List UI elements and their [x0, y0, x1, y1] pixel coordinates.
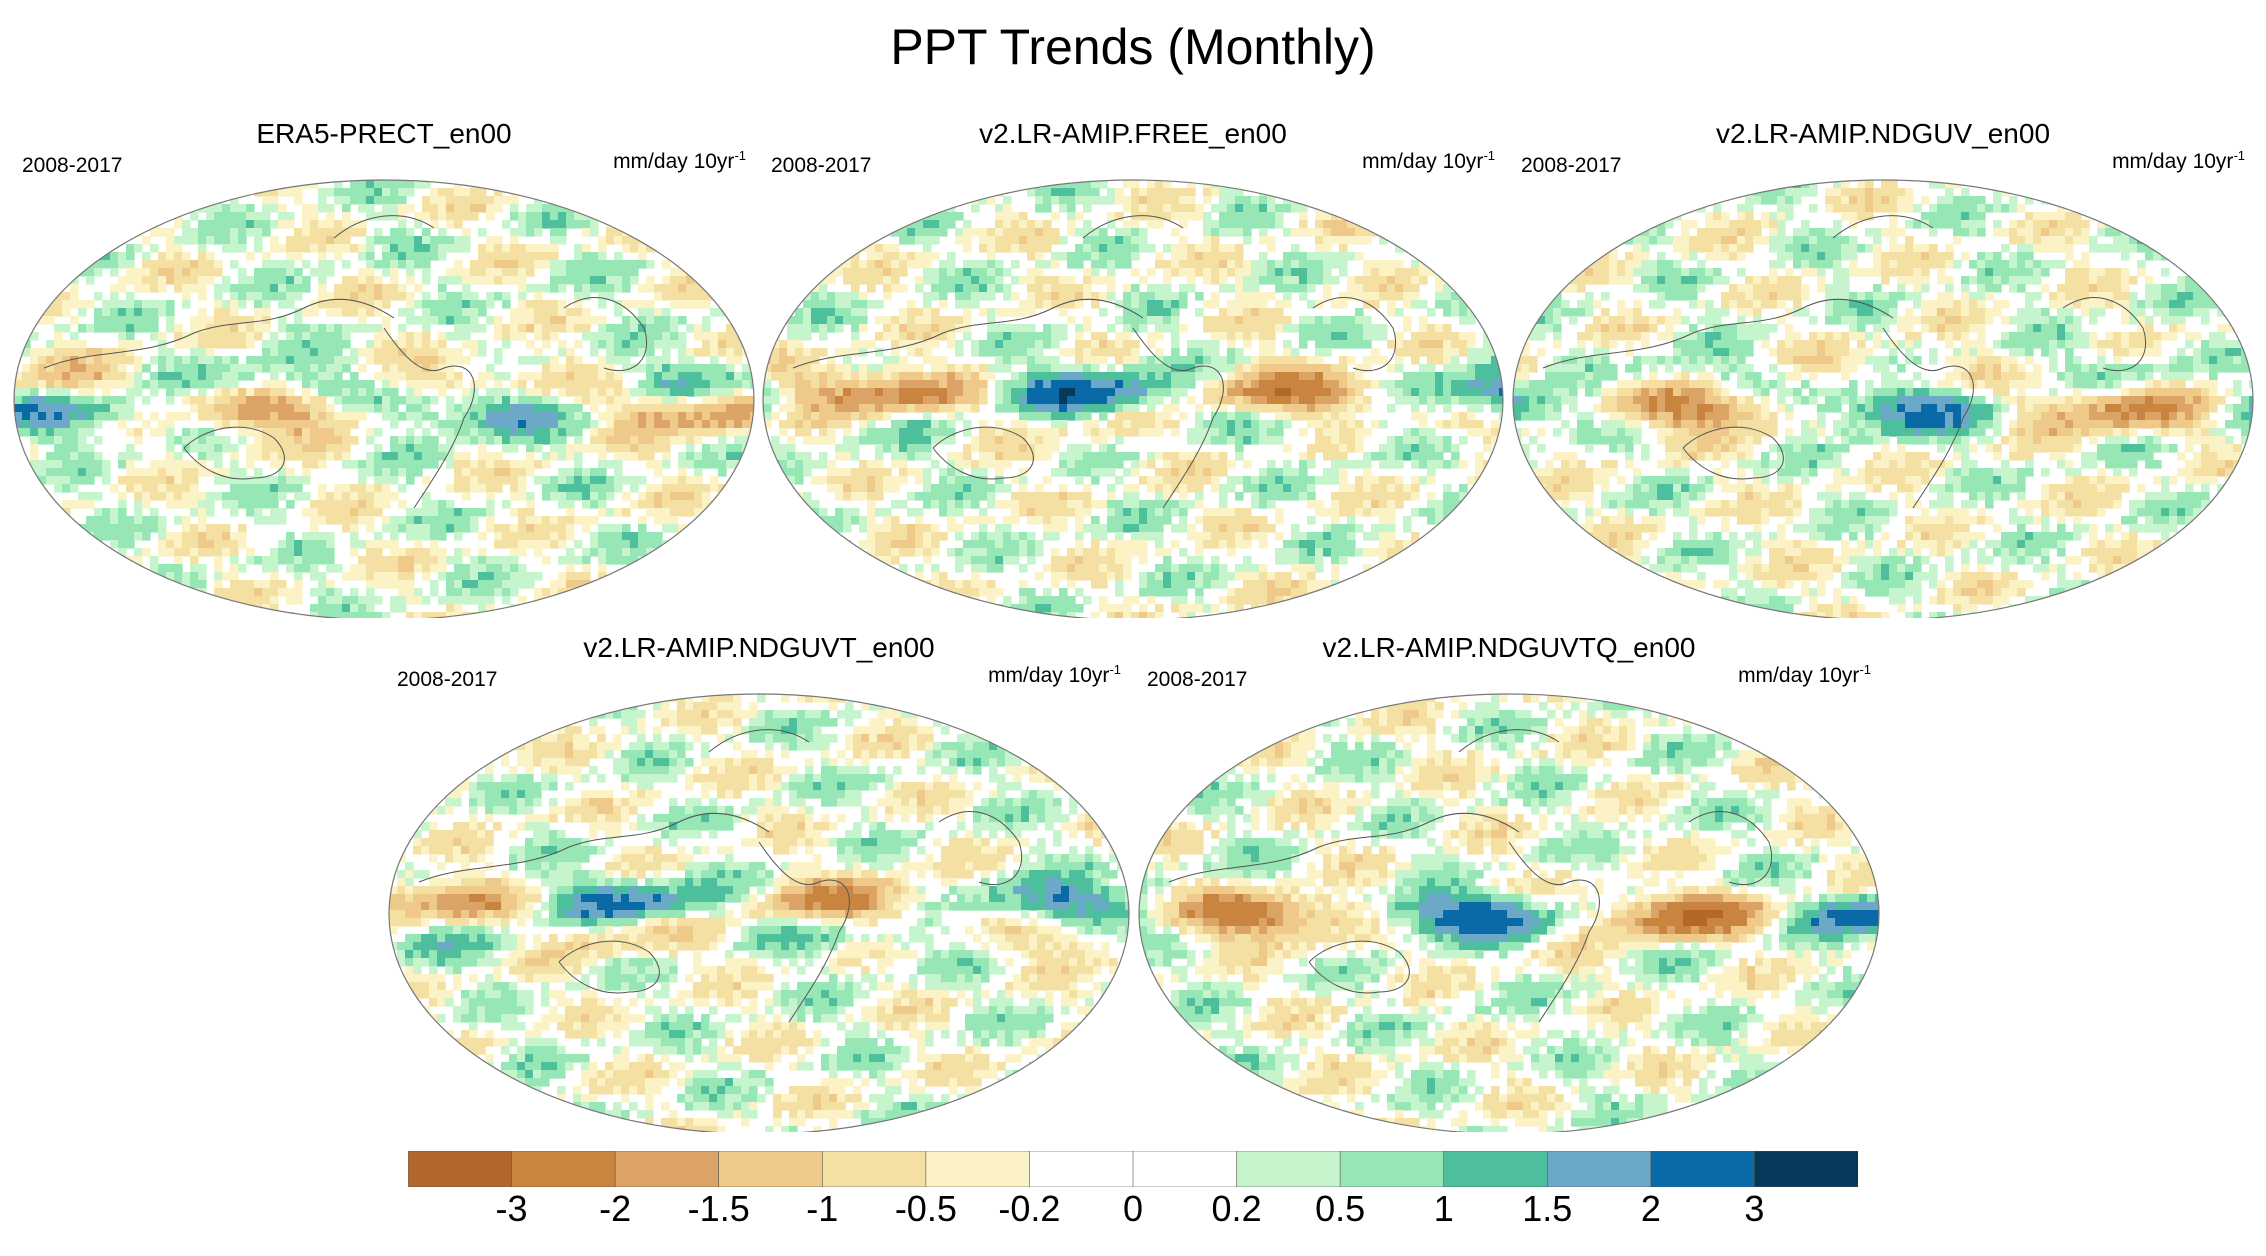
map-panel: v2.LR-AMIP.NDGUV_en00 2008-2017 mm/day 1… [1503, 118, 2263, 618]
colorbar-box [821, 1151, 927, 1187]
coastline [1688, 811, 1773, 886]
coastline [708, 729, 810, 753]
colorbar-box [1546, 1151, 1652, 1187]
coastline [1168, 812, 1520, 883]
colorbar-box [1443, 1151, 1549, 1187]
colorbar-box [1339, 1151, 1445, 1187]
colorbar-box [925, 1151, 1031, 1187]
panel-title: v2.LR-AMIP.NDGUVTQ_en00 [1322, 632, 1696, 663]
panel-title: ERA5-PRECT_en00 [256, 118, 512, 149]
panel-units: mm/day 10yr-1 [988, 662, 1121, 687]
coastline [932, 426, 1034, 480]
panel-title: v2.LR-AMIP.NDGUVT_en00 [583, 632, 935, 663]
colorbar-tick-label: -0.5 [894, 1188, 957, 1229]
coastline [1508, 841, 1600, 1023]
colorbar-tick-label: 0.2 [1211, 1188, 1262, 1229]
map-panel: v2.LR-AMIP.NDGUVTQ_en00 2008-2017 mm/day… [1129, 632, 1889, 1132]
coastline [1882, 327, 1974, 509]
colorbar-tick-label: -0.2 [998, 1188, 1061, 1229]
colorbar-tick-label: 1.5 [1522, 1188, 1573, 1229]
colorbar-tick-label: -1 [806, 1188, 839, 1229]
map-panel: ERA5-PRECT_en00 2008-2017 mm/day 10yr-1 [4, 118, 764, 618]
map-field [762, 179, 1504, 618]
panel-period: 2008-2017 [397, 668, 498, 691]
colorbar-box [1132, 1151, 1238, 1187]
colorbar-tick-label: 3 [1744, 1188, 1765, 1229]
coastline [333, 215, 435, 239]
map-panel: v2.LR-AMIP.FREE_en00 2008-2017 mm/day 10… [753, 118, 1513, 618]
panel-units: mm/day 10yr-1 [613, 148, 746, 173]
colorbar-tick-label: -2 [599, 1188, 632, 1229]
colorbar-box [1754, 1151, 1858, 1187]
coastline [383, 327, 475, 509]
map-outline [762, 179, 1504, 618]
map-field [13, 179, 755, 618]
map-outline [1138, 693, 1880, 1132]
coastline [43, 298, 395, 369]
map-outline [1512, 179, 2254, 618]
colorbar-box [1650, 1151, 1756, 1187]
coastline [183, 426, 285, 480]
panel-units: mm/day 10yr-1 [1738, 662, 1871, 687]
coastline [558, 940, 660, 994]
colorbar [408, 1151, 1858, 1187]
coastline [1312, 297, 1397, 372]
panel-period: 2008-2017 [22, 154, 123, 177]
coastline [792, 298, 1144, 369]
coastline [1082, 215, 1184, 239]
panel-title: v2.LR-AMIP.FREE_en00 [979, 118, 1287, 149]
colorbar-tick-label: 0 [1122, 1188, 1144, 1229]
colorbar-box [718, 1151, 824, 1187]
map-field [1138, 693, 1880, 1132]
colorbar-tick-label: -1.5 [687, 1188, 750, 1229]
map-outline [388, 693, 1130, 1132]
colorbar-box [511, 1151, 616, 1187]
coastline [1542, 298, 1894, 369]
panel-period: 2008-2017 [1147, 668, 1248, 691]
colorbar-box [614, 1151, 720, 1187]
panel-units: mm/day 10yr-1 [2112, 148, 2245, 173]
map-field [1512, 179, 2254, 618]
colorbar-box [408, 1151, 513, 1187]
coastline [1132, 327, 1224, 509]
coastline [1832, 215, 1934, 239]
colorbar-tick-label: -3 [495, 1188, 528, 1229]
coastline [758, 841, 850, 1023]
colorbar-tick-label: 2 [1640, 1188, 1661, 1229]
coastline [1682, 426, 1784, 480]
coastline [418, 812, 770, 883]
coastline [938, 811, 1023, 886]
figure-title: PPT Trends (Monthly) [890, 19, 1376, 75]
panel-units: mm/day 10yr-1 [1362, 148, 1495, 173]
colorbar-box [1236, 1151, 1341, 1187]
colorbar-box [1029, 1151, 1134, 1187]
coastline [1308, 940, 1410, 994]
panel-title: v2.LR-AMIP.NDGUV_en00 [1715, 118, 2051, 149]
panel-period: 2008-2017 [771, 154, 872, 177]
coastline [2062, 297, 2147, 372]
coastline [1458, 729, 1560, 753]
colorbar-tick-label: 0.5 [1315, 1188, 1366, 1229]
map-outline [13, 179, 755, 618]
coastline [563, 297, 648, 372]
map-panel: v2.LR-AMIP.NDGUVT_en00 2008-2017 mm/day … [379, 632, 1139, 1132]
colorbar-tick-label: 1 [1433, 1188, 1454, 1229]
panel-period: 2008-2017 [1521, 154, 1622, 177]
map-field [388, 693, 1130, 1132]
